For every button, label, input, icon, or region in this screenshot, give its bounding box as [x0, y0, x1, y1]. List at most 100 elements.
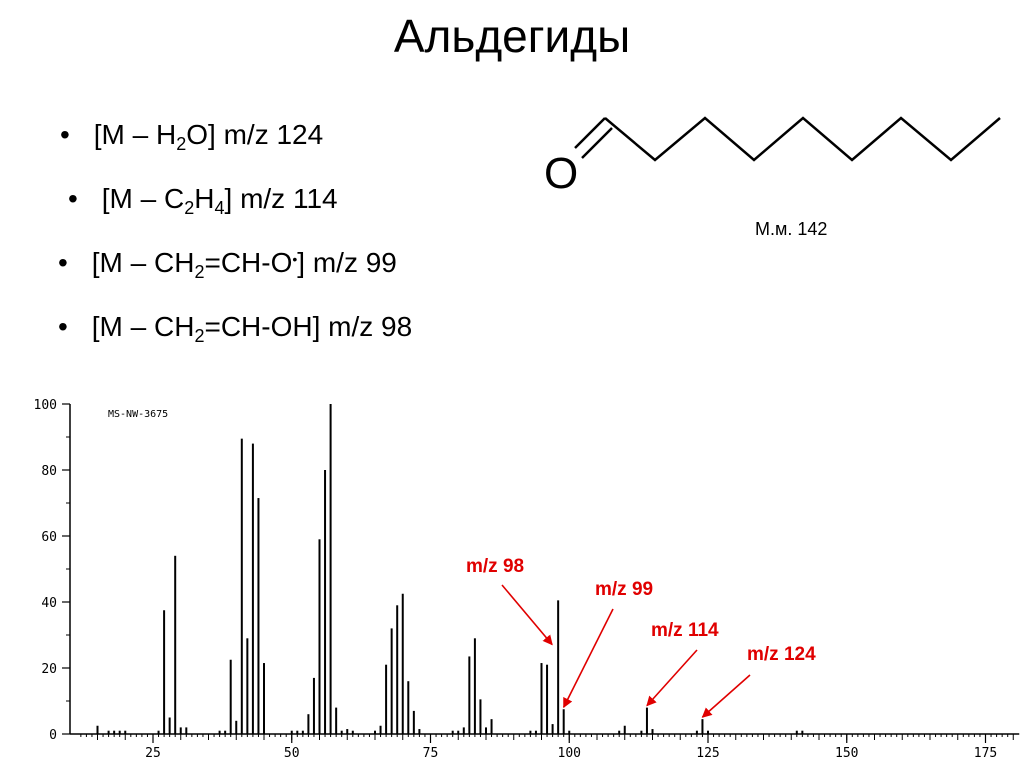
fragment-item-4: • [M – CH2=CH-OH] m/z 98 — [58, 310, 413, 346]
oxygen-atom-label: O — [544, 149, 578, 198]
spectrum-peak — [318, 539, 321, 734]
spectrum-peak — [651, 729, 654, 734]
spectrum-peak — [457, 730, 460, 734]
x-tick-label: 25 — [145, 746, 161, 761]
spectrum-peak — [795, 730, 798, 734]
bullet-marker: • — [60, 119, 70, 150]
y-tick-label: 60 — [41, 530, 57, 545]
spectrum-peak — [329, 404, 332, 734]
spectrum-peak — [179, 727, 182, 734]
spectrum-peak — [290, 730, 293, 734]
fragment-text: [M – CH — [91, 311, 195, 342]
spectrum-peak — [263, 663, 265, 734]
x-tick-label: 50 — [284, 746, 300, 761]
annotation-arrow — [501, 584, 553, 646]
fragment-text: ] m/z 114 — [224, 183, 338, 214]
spectrum-peak — [340, 730, 343, 734]
spectrum-peak — [707, 730, 709, 734]
fragment-list: • [M – H2O] m/z 124 • [M – C2H4] m/z 114… — [0, 0, 560, 360]
spectrum-peak — [529, 730, 532, 734]
spectrum-peak — [551, 724, 554, 734]
spectrum-peak — [118, 730, 121, 734]
spectrum-peak — [157, 730, 160, 734]
spectrum-peak — [296, 730, 299, 734]
spectrum-peak — [390, 628, 393, 734]
spectrum-peak — [412, 710, 415, 734]
fragment-item-2: • [M – C2H4] m/z 114 — [68, 182, 338, 217]
subscript: 2 — [194, 262, 205, 282]
annotation-arrow — [562, 608, 614, 709]
spectrum-peak — [640, 730, 643, 734]
peak-annotations: m/z 98 m/z 99 m/z 114 m/z 124 — [466, 556, 816, 718]
y-tick-label: 80 — [41, 464, 57, 479]
spectrum-peak — [645, 707, 648, 734]
spectrum-peak — [485, 727, 487, 734]
spectrum-peak — [473, 638, 476, 734]
spectrum-peak — [240, 438, 243, 734]
spectrum-peak — [324, 470, 327, 734]
fragment-item-3: • [M – CH2=CH-O•] m/z 99 — [58, 246, 397, 282]
annotation-label: m/z 98 — [466, 556, 524, 577]
subscript: 2 — [176, 134, 187, 154]
spectrum-peak — [490, 719, 493, 734]
annotation-label: m/z 99 — [595, 579, 653, 600]
x-tick-label: 175 — [974, 746, 997, 761]
spectrum-peak — [568, 730, 571, 734]
fragment-text: [M – H — [93, 119, 177, 150]
fragment-item-1: • [M – H2O] m/z 124 — [60, 118, 324, 154]
annotation-label: m/z 114 — [651, 620, 719, 641]
subscript: 2 — [194, 326, 205, 346]
spectrum-peak — [251, 443, 254, 734]
x-tick-label: 150 — [835, 746, 858, 761]
spectrum-peak — [557, 600, 560, 734]
bullet-marker: • — [58, 247, 68, 278]
spectrum-peak — [335, 707, 338, 734]
spectrum-peak — [534, 730, 537, 734]
spectrum-peak — [229, 659, 232, 734]
spectrum-peak — [346, 729, 349, 734]
x-tick-label: 100 — [558, 746, 581, 761]
spectrum-peak — [801, 730, 804, 734]
fragment-text: =CH-OH] m/z 98 — [204, 311, 413, 342]
spectrum-peak — [623, 725, 626, 734]
annotation-arrow — [701, 674, 751, 718]
spectrum-peak — [462, 727, 465, 734]
spectrum-peak — [540, 663, 543, 734]
fragment-text: =CH-O — [204, 247, 293, 278]
radical-dot: • — [292, 251, 298, 267]
bullet-marker: • — [68, 183, 78, 214]
spectrum-peak — [163, 610, 166, 734]
fragment-text: H — [194, 183, 215, 214]
spectrum-peak — [185, 727, 188, 734]
spectrum-peak — [468, 656, 471, 734]
fragment-text: O] m/z 124 — [186, 119, 324, 150]
chart-axes: 25 50 75 100 125 150 175 0 20 40 60 80 100 — [34, 398, 1020, 761]
fragment-text: [M – C — [101, 183, 185, 214]
annotation-label: m/z 124 — [747, 644, 816, 665]
spectrum-peak — [401, 593, 404, 734]
y-tick-label: 20 — [41, 662, 57, 677]
spectrum-peak — [312, 677, 315, 734]
y-tick-label: 0 — [49, 728, 57, 743]
fragment-text: ] m/z 99 — [297, 247, 397, 278]
spectrum-peak — [396, 605, 399, 734]
spectrum-peak — [351, 730, 354, 734]
nonanal-structure: O — [544, 116, 1001, 198]
spectrum-peak — [113, 730, 116, 734]
annotation-arrow — [646, 649, 698, 707]
spectrum-peak — [695, 730, 698, 734]
spectrum-peak — [451, 730, 454, 734]
x-tick-label: 125 — [696, 746, 719, 761]
spectrum-peak — [307, 714, 310, 734]
spectrum-peak — [701, 719, 704, 734]
y-tick-label: 40 — [41, 596, 57, 611]
spectrum-peak — [224, 730, 227, 734]
molar-mass: М.м. 142 — [755, 219, 828, 239]
spectrum-peak — [562, 709, 565, 734]
spectrum-peak — [407, 681, 410, 734]
bullet-marker: • — [58, 311, 68, 342]
spectrum-peak — [257, 498, 260, 734]
fragment-text: [M – CH — [91, 247, 195, 278]
spectrum-peak — [168, 717, 171, 734]
